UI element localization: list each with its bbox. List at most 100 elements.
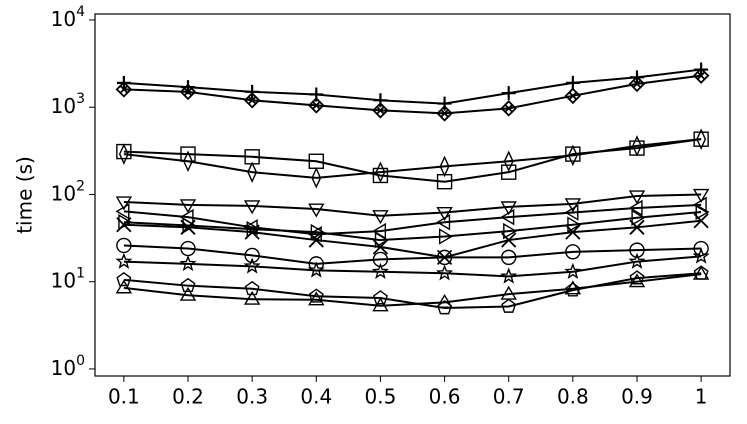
series-line xyxy=(123,138,702,183)
marker xyxy=(628,273,646,288)
marker xyxy=(243,257,261,274)
marker xyxy=(179,286,197,301)
series-line xyxy=(123,244,702,265)
plot-frame xyxy=(94,13,731,377)
marker xyxy=(692,67,710,84)
marker xyxy=(628,75,646,93)
y-tick-label: 101 xyxy=(51,266,85,293)
marker xyxy=(116,237,132,254)
marker xyxy=(692,265,710,280)
series-line xyxy=(123,255,702,278)
marker xyxy=(501,249,517,266)
marker xyxy=(244,280,260,296)
marker xyxy=(438,228,453,245)
marker xyxy=(373,93,388,108)
marker xyxy=(436,264,454,281)
marker xyxy=(500,208,515,226)
marker xyxy=(307,261,325,278)
x-tick-label: 1 xyxy=(695,385,708,409)
y-tick-label: 104 xyxy=(51,4,85,31)
series-line xyxy=(123,193,702,217)
x-tick-label: 0.5 xyxy=(365,385,397,409)
marker xyxy=(567,216,582,233)
marker xyxy=(565,244,581,260)
series-line xyxy=(123,219,702,259)
marker xyxy=(439,155,450,178)
marker xyxy=(243,200,261,215)
marker xyxy=(179,83,197,101)
marker xyxy=(500,285,517,300)
marker xyxy=(247,161,258,183)
marker xyxy=(567,144,578,167)
marker xyxy=(115,279,133,294)
marker xyxy=(631,209,646,227)
y-tick-label: 102 xyxy=(51,178,85,205)
series-line xyxy=(123,272,702,309)
marker xyxy=(243,92,261,109)
marker xyxy=(692,188,710,203)
marker xyxy=(436,293,453,308)
marker xyxy=(500,201,517,216)
marker xyxy=(692,196,707,214)
series-line xyxy=(123,210,702,242)
series-line xyxy=(123,138,702,179)
marker xyxy=(628,190,646,205)
x-tick-label: 0.4 xyxy=(300,385,332,409)
marker xyxy=(632,135,642,157)
marker xyxy=(246,220,261,238)
marker xyxy=(436,206,453,221)
marker xyxy=(372,297,389,312)
marker xyxy=(564,262,582,280)
marker xyxy=(115,196,133,211)
marker xyxy=(179,199,197,214)
marker xyxy=(374,231,389,249)
marker xyxy=(695,203,710,221)
marker xyxy=(245,84,260,99)
series-line xyxy=(123,68,702,105)
marker xyxy=(311,167,322,189)
marker xyxy=(503,150,514,173)
marker xyxy=(116,271,132,287)
marker xyxy=(372,290,388,305)
marker xyxy=(243,290,261,305)
y-tick-label: 103 xyxy=(51,91,85,118)
marker xyxy=(696,128,707,150)
marker xyxy=(564,280,582,295)
marker xyxy=(501,86,516,101)
marker xyxy=(372,210,389,225)
marker xyxy=(564,198,582,213)
marker xyxy=(375,161,386,183)
x-tick-label: 0.9 xyxy=(621,385,653,409)
marker xyxy=(436,214,451,231)
marker xyxy=(308,288,324,303)
marker xyxy=(564,204,579,221)
marker xyxy=(371,262,389,280)
marker xyxy=(310,223,325,241)
marker xyxy=(629,270,645,285)
marker xyxy=(628,199,643,217)
marker xyxy=(437,96,452,111)
x-tick-label: 0.1 xyxy=(108,385,140,409)
x-tick-label: 0.3 xyxy=(236,385,268,409)
marker xyxy=(115,81,133,98)
series-line xyxy=(123,74,702,115)
x-tick-label: 0.7 xyxy=(493,385,525,409)
marker xyxy=(183,150,193,173)
marker xyxy=(501,298,517,313)
x-tick-label: 0.2 xyxy=(172,385,204,409)
marker xyxy=(118,214,133,231)
marker xyxy=(180,277,196,293)
marker xyxy=(115,203,130,220)
marker xyxy=(308,203,325,218)
marker xyxy=(500,100,517,117)
y-tick-label: 100 xyxy=(51,353,85,380)
marker xyxy=(501,164,517,180)
marker xyxy=(182,217,197,234)
x-tick-label: 0.6 xyxy=(429,385,461,409)
series-line xyxy=(123,203,702,236)
marker xyxy=(693,240,709,257)
x-tick-label: 0.8 xyxy=(557,385,589,409)
marker xyxy=(118,143,129,165)
